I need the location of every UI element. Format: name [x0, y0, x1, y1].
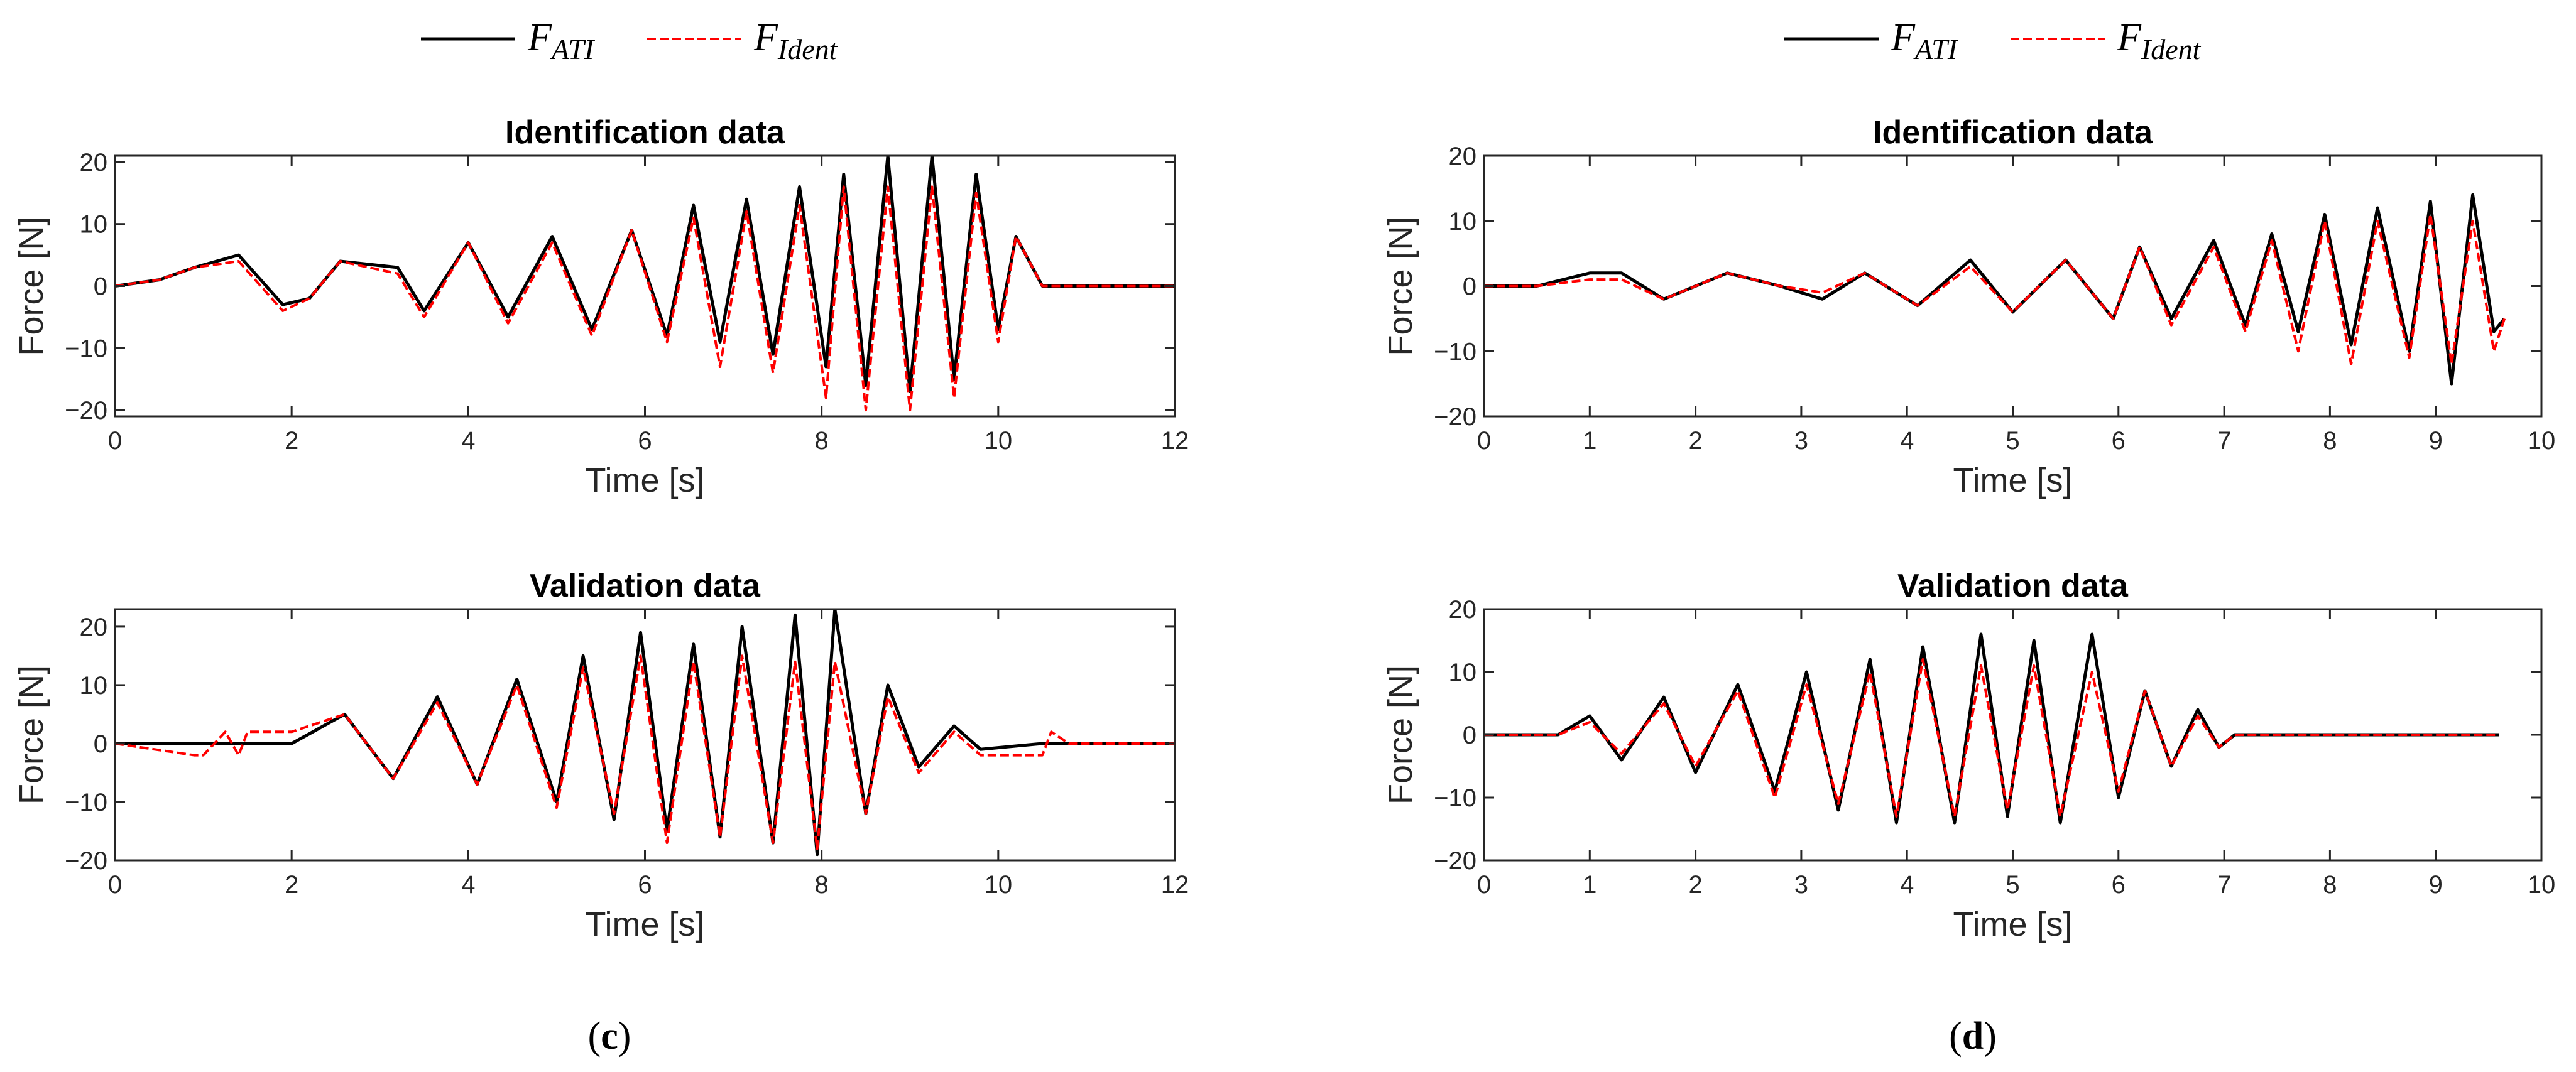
- x-tick-label: 7: [2217, 427, 2231, 455]
- x-tick-label: 4: [461, 427, 475, 455]
- y-axis-label: Force [N]: [13, 665, 50, 804]
- x-tick-label: 7: [2217, 871, 2231, 899]
- x-tick-label: 8: [815, 427, 829, 455]
- y-tick-label: −10: [65, 789, 107, 816]
- chart-panel-2: 0 1 2 3 4 5 6 7 8 9 10 −20 −10 0 10 20 Identification da…: [1382, 114, 2555, 499]
- y-tick-label: 10: [80, 672, 108, 700]
- x-tick-label: 3: [1794, 871, 1808, 899]
- x-tick-label: 1: [1583, 871, 1596, 899]
- series-line-f-ident: [115, 185, 1175, 412]
- x-tick-label: 6: [638, 871, 652, 899]
- plot-frame: [114, 154, 1176, 418]
- x-tick-label: 10: [2528, 871, 2556, 899]
- legend: FATI FIdent: [421, 16, 838, 65]
- chart-title: Validation data: [1897, 568, 2129, 604]
- y-tick-label: 10: [1449, 208, 1477, 236]
- y-tick-label: 20: [80, 614, 108, 641]
- x-tick-label: 5: [2006, 871, 2019, 899]
- x-tick-label: 0: [108, 871, 122, 899]
- x-axis-label: Time [s]: [1953, 462, 2072, 499]
- legend-label-0: FATI: [527, 16, 596, 65]
- x-tick-label: 5: [2006, 427, 2019, 455]
- series-line-f-ident: [1484, 658, 2499, 818]
- chart-panel-1: 0 2 4 6 8 10 12 −20 −10 0 10 20 Validation data Time …: [13, 568, 1189, 943]
- y-tick-label: −10: [1434, 784, 1476, 812]
- x-tick-label: 2: [1688, 871, 1702, 899]
- y-tick-label: −20: [1434, 847, 1476, 875]
- legend: FATI FIdent: [1784, 16, 2202, 65]
- x-tick-label: 1: [1583, 427, 1596, 455]
- y-tick-label: 0: [1463, 273, 1476, 301]
- y-tick-label: −20: [65, 847, 107, 875]
- x-axis-label: Time [s]: [585, 906, 704, 943]
- x-tick-label: 9: [2429, 427, 2443, 455]
- x-axis-label: Time [s]: [585, 462, 704, 499]
- chart-title: Validation data: [530, 568, 761, 604]
- x-tick-label: 3: [1794, 427, 1808, 455]
- series-line-f-ident: [1484, 213, 2506, 365]
- x-tick-label: 4: [1900, 871, 1914, 899]
- y-axis-label: Force [N]: [1382, 216, 1419, 355]
- y-tick-label: 0: [1463, 722, 1476, 749]
- chart-title: Identification data: [505, 114, 785, 151]
- x-tick-label: 8: [2323, 427, 2337, 455]
- panel-label: (d): [1949, 1015, 1997, 1058]
- y-tick-label: −20: [65, 397, 107, 425]
- y-tick-label: −20: [1434, 403, 1476, 431]
- x-tick-label: 8: [815, 871, 829, 899]
- chart-panel-0: 0 2 4 6 8 10 12 −20 −10 0 10 20 Identification data T…: [13, 114, 1189, 499]
- x-tick-label: 0: [1477, 427, 1491, 455]
- y-axis-label: Force [N]: [1382, 665, 1419, 804]
- y-tick-label: 0: [94, 273, 107, 301]
- y-tick-label: 10: [80, 211, 108, 239]
- x-tick-label: 10: [985, 871, 1013, 899]
- y-tick-label: 0: [94, 730, 107, 758]
- x-tick-label: 6: [2112, 427, 2126, 455]
- series-line-f-ati: [115, 156, 1175, 393]
- x-tick-label: 4: [461, 871, 475, 899]
- x-tick-label: 2: [1688, 427, 1702, 455]
- x-tick-label: 2: [285, 871, 298, 899]
- legend-label-1: FIdent: [2117, 16, 2202, 65]
- series-line-f-ati: [1484, 193, 2506, 386]
- y-tick-label: 20: [80, 149, 108, 176]
- x-tick-label: 6: [638, 427, 652, 455]
- y-axis-label: Force [N]: [13, 216, 50, 355]
- x-tick-label: 12: [1161, 871, 1189, 899]
- x-tick-label: 4: [1900, 427, 1914, 455]
- x-tick-label: 10: [2528, 427, 2556, 455]
- y-tick-label: 20: [1449, 596, 1477, 624]
- x-tick-label: 0: [1477, 871, 1491, 899]
- legend-label-1: FIdent: [753, 16, 838, 65]
- x-tick-label: 10: [985, 427, 1013, 455]
- y-tick-label: −10: [65, 335, 107, 362]
- legend-label-0: FATI: [1891, 16, 1959, 65]
- y-tick-label: −10: [1434, 338, 1476, 365]
- x-tick-label: 0: [108, 427, 122, 455]
- x-tick-label: 2: [285, 427, 298, 455]
- chart-title: Identification data: [1873, 114, 2153, 151]
- x-tick-label: 6: [2112, 871, 2126, 899]
- chart-panel-3: 0 1 2 3 4 5 6 7 8 9 10 −20 −10 0 10 20 Validation data Ti…: [1382, 568, 2555, 943]
- y-tick-label: 20: [1449, 143, 1477, 170]
- x-tick-label: 9: [2429, 871, 2443, 899]
- x-tick-label: 12: [1161, 427, 1189, 455]
- series-line-f-ident: [115, 654, 1175, 850]
- plot-frame: [114, 608, 1176, 862]
- y-tick-label: 10: [1449, 659, 1477, 686]
- series-line-f-ati: [115, 609, 1175, 857]
- x-axis-label: Time [s]: [1953, 906, 2072, 943]
- x-tick-label: 8: [2323, 871, 2337, 899]
- panel-label: (c): [588, 1015, 631, 1058]
